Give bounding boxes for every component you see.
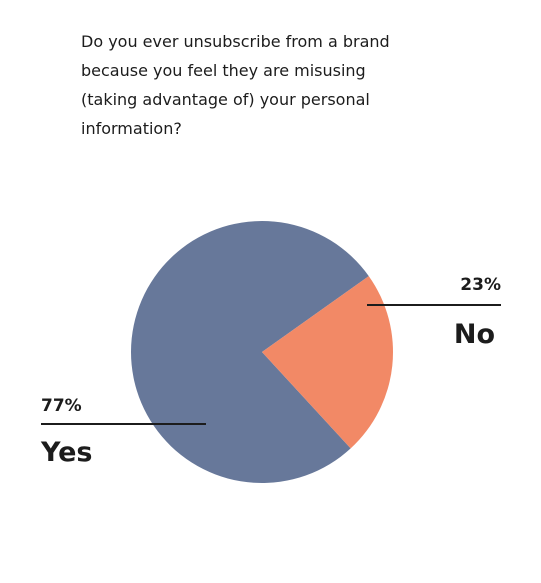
- chart-title-line: information?: [81, 119, 182, 138]
- data-label-yes-percent: 77%: [41, 396, 82, 416]
- data-label-yes: Yes: [40, 437, 92, 468]
- chart-title-line: Do you ever unsubscribe from a brand: [81, 32, 390, 51]
- chart-title-line: (taking advantage of) your personal: [81, 90, 370, 109]
- pie-slice-no: [262, 276, 394, 449]
- chart-title-line: because you feel they are misusing: [81, 61, 366, 80]
- pie-slice-yes: [131, 220, 369, 483]
- data-label-no-percent: 23%: [460, 275, 501, 295]
- chart-title: Do you ever unsubscribe from a brand bec…: [81, 27, 421, 143]
- data-label-no: No: [454, 319, 495, 350]
